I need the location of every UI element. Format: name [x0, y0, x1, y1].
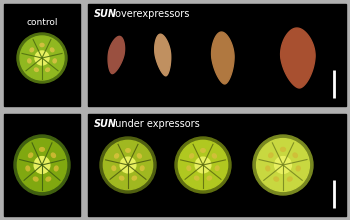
Ellipse shape: [17, 33, 67, 83]
Ellipse shape: [35, 51, 49, 65]
Ellipse shape: [207, 176, 211, 180]
Ellipse shape: [54, 166, 58, 171]
Text: overexpressors: overexpressors: [112, 9, 189, 19]
Polygon shape: [281, 28, 315, 88]
Ellipse shape: [293, 153, 298, 158]
Ellipse shape: [287, 177, 292, 181]
Ellipse shape: [119, 176, 124, 180]
Ellipse shape: [212, 154, 216, 158]
Ellipse shape: [50, 48, 54, 52]
Ellipse shape: [114, 154, 119, 158]
Ellipse shape: [18, 139, 66, 191]
Polygon shape: [108, 36, 125, 74]
Text: SUN: SUN: [94, 119, 117, 129]
Ellipse shape: [281, 147, 285, 151]
Polygon shape: [281, 29, 315, 87]
Ellipse shape: [46, 177, 51, 181]
Ellipse shape: [28, 59, 31, 63]
Ellipse shape: [138, 154, 141, 158]
Bar: [4, 114, 80, 216]
Ellipse shape: [29, 153, 33, 158]
Ellipse shape: [140, 166, 144, 170]
Ellipse shape: [33, 177, 38, 181]
Ellipse shape: [253, 135, 313, 195]
Ellipse shape: [275, 157, 292, 173]
Ellipse shape: [126, 149, 130, 152]
Bar: [88, 114, 346, 216]
Ellipse shape: [103, 140, 153, 190]
Text: SUN: SUN: [94, 9, 117, 19]
Ellipse shape: [112, 166, 116, 170]
Polygon shape: [212, 32, 234, 84]
Ellipse shape: [100, 137, 156, 193]
Polygon shape: [108, 37, 124, 73]
Ellipse shape: [257, 139, 309, 191]
Ellipse shape: [120, 157, 136, 173]
Bar: [88, 4, 346, 106]
Ellipse shape: [30, 48, 34, 52]
Ellipse shape: [266, 166, 270, 171]
Ellipse shape: [187, 166, 191, 170]
Ellipse shape: [195, 176, 199, 180]
Ellipse shape: [40, 43, 44, 47]
Ellipse shape: [53, 59, 56, 63]
Polygon shape: [155, 34, 171, 76]
Ellipse shape: [20, 36, 64, 80]
Ellipse shape: [215, 166, 219, 170]
Ellipse shape: [178, 140, 228, 190]
Ellipse shape: [40, 148, 44, 151]
Text: under expressors: under expressors: [112, 119, 200, 129]
Ellipse shape: [274, 177, 279, 181]
Ellipse shape: [190, 154, 194, 158]
Ellipse shape: [132, 176, 137, 180]
Polygon shape: [155, 35, 170, 75]
Ellipse shape: [175, 137, 231, 193]
Polygon shape: [212, 33, 234, 83]
Ellipse shape: [26, 166, 30, 171]
Ellipse shape: [46, 68, 50, 72]
Bar: [4, 4, 80, 106]
Ellipse shape: [195, 157, 211, 173]
Text: control: control: [26, 18, 58, 27]
Ellipse shape: [34, 68, 38, 72]
Ellipse shape: [296, 166, 300, 171]
Ellipse shape: [269, 153, 273, 158]
Ellipse shape: [51, 153, 55, 158]
Ellipse shape: [14, 135, 70, 195]
Ellipse shape: [201, 149, 205, 152]
Ellipse shape: [34, 157, 50, 173]
